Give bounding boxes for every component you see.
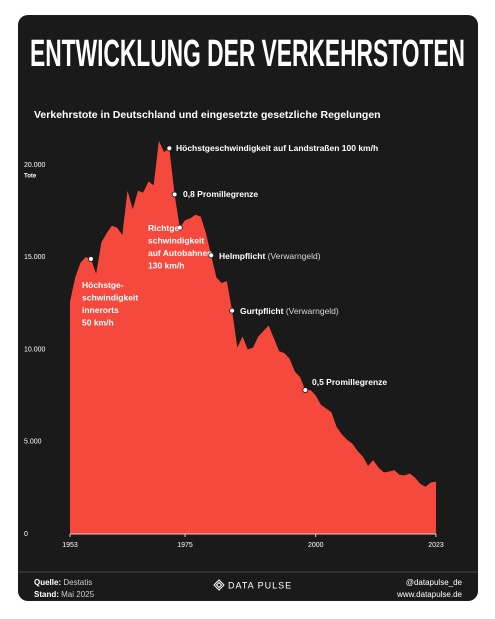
annotation-text: schwindigkeit [82,293,138,303]
annotation-text: Höchstgeschwindigkeit auf Landstraßen 10… [176,143,378,153]
source: Quelle: Destatis [34,578,92,587]
annotation-dot [302,387,309,393]
x-tick-label: 2000 [308,542,324,549]
area [70,140,436,534]
annotation-dot [171,191,178,198]
annotation-text: Höchstge- [82,280,124,290]
y-tick-label: 15.000 [24,254,46,261]
handle: @datapulse_de [406,578,463,587]
title: ENTWICKLUNG DER VERKEHRSTOTEN [30,33,465,75]
subtitle: Verkehrstote in Deutschland und eingeset… [34,109,381,121]
annotation-dot [88,256,94,262]
source-label: Quelle: [34,578,61,587]
annotation-line: 0,5 Promillegrenze [312,377,387,387]
annotation-text: 130 km/h [148,261,184,271]
annotation-line: Gurtpflicht [240,306,284,316]
annotation-text: Gurtpflicht (Verwarngeld) [240,306,339,316]
annotation-note: (Verwarngeld) [286,306,339,316]
x-tick-label: 1953 [62,542,78,549]
annotation-note: (Verwarngeld) [268,251,321,261]
annotation-dot [176,224,183,231]
x-tick-label: 2023 [428,542,444,549]
stand-label: Stand: [34,590,59,599]
annotation-line: Höchstge- [82,280,124,290]
annotation-text: 50 km/h [82,318,114,328]
y-axis-label: Tote [24,174,37,180]
annotation-text: auf Autobahnen [148,248,212,258]
annotation-dot [208,252,215,259]
annotation-line: 130 km/h [148,261,184,271]
annotation-line: 50 km/h [82,318,114,328]
brand: DATA PULSE [228,580,292,590]
y-tick-label: 0 [24,531,28,538]
annotation-text: Helmpflicht (Verwarngeld) [219,251,321,261]
annotation-text: 0,8 Promillegrenze [183,189,258,199]
annotation-line: schwindigkeit [148,236,204,246]
website: www.datapulse.de [396,590,462,599]
annotation-text: Richtge- [148,223,182,233]
y-tick-label: 5.000 [24,439,42,446]
annotation-line: 0,8 Promillegrenze [183,189,258,199]
annotation-line: innerorts [82,305,119,315]
annotation-line: Richtge- [148,223,182,233]
annotation-dot [166,145,173,152]
annotation-line: Höchstgeschwindigkeit auf Landstraßen 10… [176,143,378,153]
source-value: Destatis [63,578,92,587]
y-tick-label: 20.000 [24,162,46,169]
annotation-dot [229,307,235,314]
stand-value: Mai 2025 [61,590,94,599]
y-tick-label: 10.000 [24,346,46,353]
annotation-text: schwindigkeit [148,236,204,246]
annotation-line: auf Autobahnen [148,248,212,258]
annotation-line: schwindigkeit [82,293,138,303]
stand: Stand: Mai 2025 [34,590,95,599]
x-tick-label: 1975 [177,542,193,549]
annotation-text: 0,5 Promillegrenze [312,377,387,387]
annotation-line: Helmpflicht [219,251,265,261]
annotation-text: innerorts [82,305,119,315]
brand-icon [213,579,225,591]
